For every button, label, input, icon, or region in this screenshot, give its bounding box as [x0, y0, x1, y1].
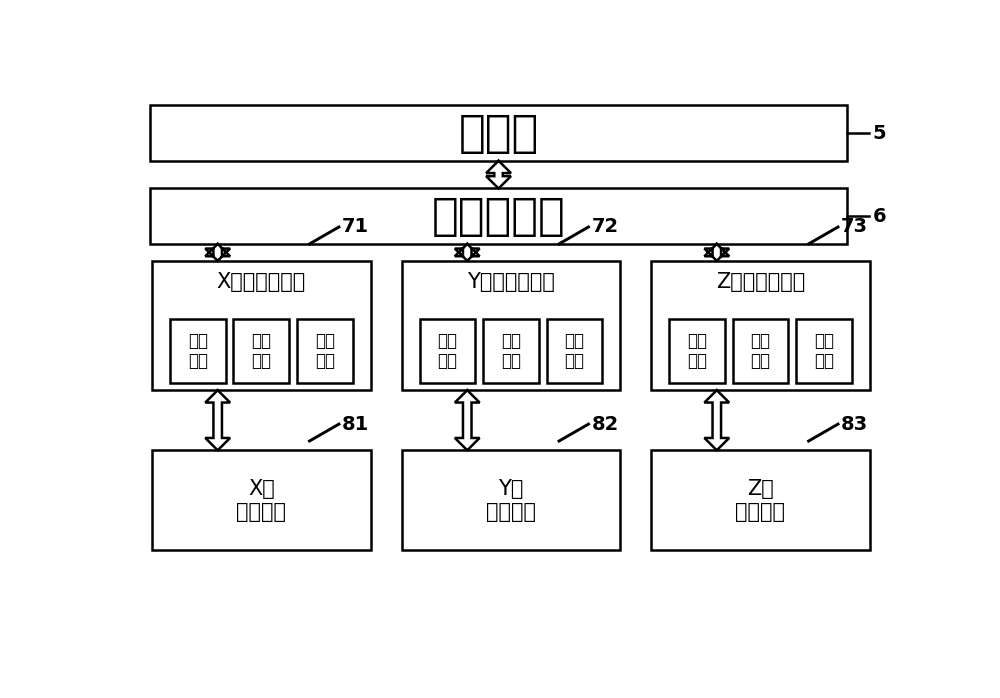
Text: X轴伺服驱动器: X轴伺服驱动器 — [217, 272, 306, 292]
Bar — [152, 261, 371, 390]
Text: 参数
管理: 参数 管理 — [437, 332, 457, 371]
Bar — [483, 320, 539, 383]
Text: Z轴伺服驱动器: Z轴伺服驱动器 — [716, 272, 805, 292]
Bar — [297, 320, 353, 383]
Text: 参数
管理: 参数 管理 — [188, 332, 208, 371]
Polygon shape — [455, 244, 480, 261]
Text: 电机
控制: 电机 控制 — [814, 332, 834, 371]
Text: 82: 82 — [592, 415, 619, 433]
Text: 上位机: 上位机 — [458, 112, 539, 154]
Text: 状态
管理: 状态 管理 — [251, 332, 271, 371]
Text: X轴
直线电机: X轴 直线电机 — [236, 479, 286, 522]
Text: Z轴
直线电机: Z轴 直线电机 — [736, 479, 786, 522]
Text: 6: 6 — [873, 207, 887, 225]
Text: 81: 81 — [342, 415, 369, 433]
Bar — [170, 320, 226, 383]
Bar — [547, 320, 602, 383]
Polygon shape — [704, 244, 729, 261]
Text: Y轴伺服驱动器: Y轴伺服驱动器 — [467, 272, 555, 292]
Bar — [733, 320, 788, 383]
Bar — [651, 450, 870, 551]
Text: 电机
控制: 电机 控制 — [315, 332, 335, 371]
Bar — [651, 261, 870, 390]
Text: 运动控制器: 运动控制器 — [432, 195, 565, 238]
Text: Y轴
直线电机: Y轴 直线电机 — [486, 479, 536, 522]
Polygon shape — [205, 244, 230, 261]
Polygon shape — [455, 390, 480, 450]
Text: 72: 72 — [592, 218, 619, 237]
Bar — [233, 320, 289, 383]
Text: 71: 71 — [342, 218, 369, 237]
Bar — [796, 320, 852, 383]
Text: 参数
管理: 参数 管理 — [687, 332, 707, 371]
Bar — [402, 450, 620, 551]
Text: 状态
管理: 状态 管理 — [750, 332, 770, 371]
Bar — [420, 320, 475, 383]
Polygon shape — [486, 161, 511, 188]
Bar — [150, 188, 847, 244]
Text: 电机
控制: 电机 控制 — [564, 332, 584, 371]
Bar — [152, 450, 371, 551]
Polygon shape — [704, 390, 729, 450]
Bar — [402, 261, 620, 390]
Text: 73: 73 — [841, 218, 868, 237]
Polygon shape — [205, 390, 230, 450]
Text: 5: 5 — [873, 124, 887, 142]
Bar — [669, 320, 725, 383]
Bar — [150, 105, 847, 161]
Text: 83: 83 — [841, 415, 868, 433]
Text: 状态
管理: 状态 管理 — [501, 332, 521, 371]
